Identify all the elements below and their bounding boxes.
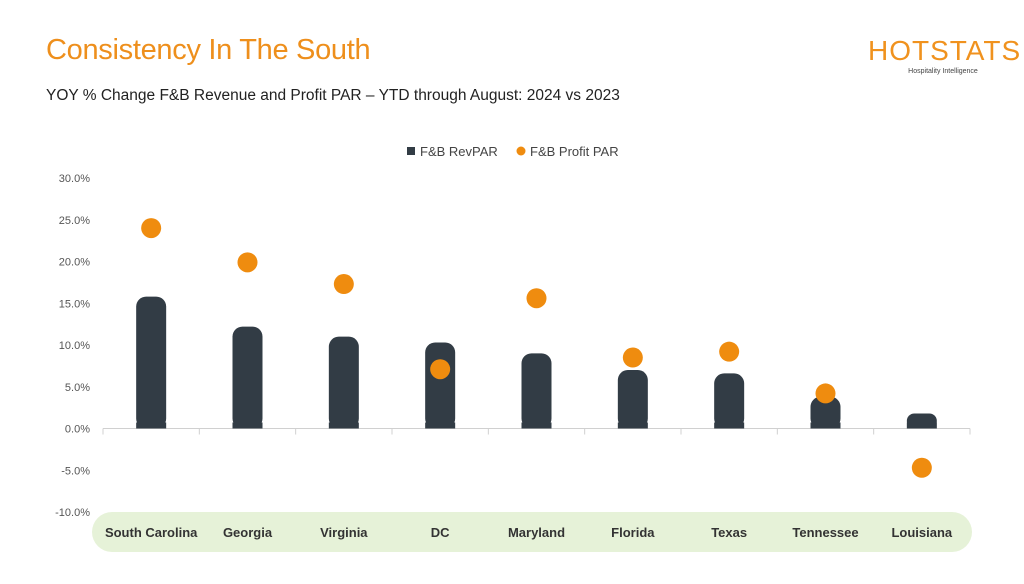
bar-revpar	[714, 373, 745, 429]
bar-revpar-base	[328, 422, 359, 429]
y-tick-label: 10.0%	[59, 340, 90, 352]
category-label: Georgia	[223, 525, 273, 540]
bar-revpar-base	[714, 422, 745, 429]
legend-swatch-profitpar	[516, 146, 526, 156]
bar-revpar	[328, 336, 359, 429]
y-tick-label: 25.0%	[59, 215, 90, 227]
bar-revpar	[810, 396, 841, 429]
y-tick-label: -5.0%	[61, 465, 90, 477]
category-label: Tennessee	[792, 525, 858, 540]
legend-label-profitpar: F&B Profit PAR	[530, 144, 619, 159]
dot-profitpar	[526, 288, 547, 309]
dot-profitpar	[237, 252, 258, 273]
dot-profitpar	[333, 274, 354, 295]
legend-label-revpar: F&B RevPAR	[420, 144, 498, 159]
dot-profitpar	[430, 359, 451, 380]
page-subtitle: YOY % Change F&B Revenue and Profit PAR …	[46, 87, 620, 104]
category-label: Texas	[711, 525, 747, 540]
logo-tagline: Hospitality Intelligence	[908, 68, 978, 75]
page-title: Consistency In The South	[46, 34, 371, 66]
y-tick-label: 15.0%	[59, 298, 90, 310]
category-label: Florida	[611, 525, 655, 540]
category-label: Maryland	[508, 525, 565, 540]
bar-revpar-base	[425, 422, 456, 429]
bar-revpar-base	[906, 422, 937, 429]
dot-profitpar	[911, 457, 932, 478]
category-label: DC	[431, 525, 450, 540]
bar-revpar-base	[136, 422, 167, 429]
dot-profitpar	[719, 341, 740, 362]
bar-revpar-base	[810, 422, 841, 429]
legend-swatch-revpar	[407, 147, 415, 155]
category-band	[92, 512, 972, 552]
bar-revpar	[232, 326, 263, 429]
bar-revpar-base	[521, 422, 552, 429]
dot-profitpar	[815, 383, 836, 404]
y-tick-label: 20.0%	[59, 257, 90, 269]
bar-revpar-base	[232, 422, 263, 429]
y-tick-label: 30.0%	[59, 173, 90, 185]
dot-profitpar	[141, 218, 162, 239]
category-label: Louisiana	[891, 525, 952, 540]
logo-word: HOTSTATS	[868, 35, 1022, 66]
hotstats-logo: HOTSTATS Hospitality Intelligence	[868, 35, 1022, 76]
bar-revpar	[617, 370, 648, 429]
y-tick-label: -10.0%	[55, 507, 90, 519]
bar-revpar-base	[617, 422, 648, 429]
bar-revpar	[425, 342, 456, 429]
category-label: South Carolina	[105, 525, 198, 540]
bar-revpar	[521, 353, 552, 429]
dot-profitpar	[622, 347, 643, 368]
category-label: Virginia	[320, 525, 368, 540]
y-tick-label: 5.0%	[65, 382, 90, 394]
bar-revpar	[136, 296, 167, 429]
y-tick-label: 0.0%	[65, 424, 90, 436]
